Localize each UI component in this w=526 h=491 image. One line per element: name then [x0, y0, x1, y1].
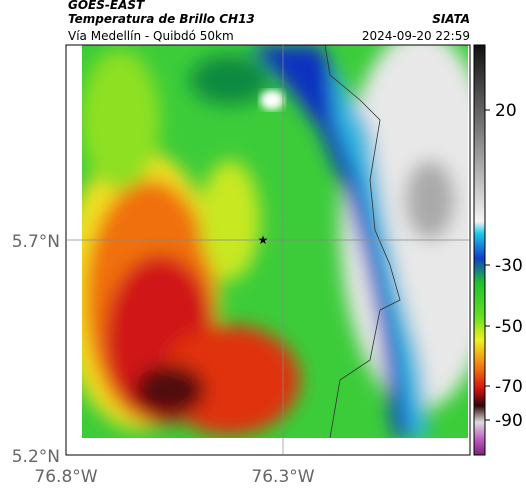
lat-label: 5.2°N [12, 447, 60, 467]
colorbar-label: -50 [495, 317, 523, 337]
colorbar [473, 44, 486, 456]
coastline [324, 44, 401, 439]
colorbar-label: 20 [495, 101, 517, 121]
colorbar-label: -90 [495, 411, 523, 431]
timestamp: 2024-09-20 22:59 [362, 29, 470, 43]
colorbar-label: -70 [495, 377, 523, 397]
lon-label: 76.3°W [251, 467, 314, 487]
lon-label: 76.8°W [34, 467, 97, 487]
colorbar-label: -30 [495, 256, 523, 276]
lat-label: 5.7°N [12, 232, 60, 252]
station-marker: ★ [258, 233, 269, 247]
source: GOES-EAST [68, 0, 145, 12]
subtitle: Vía Medellín - Quibdó 50km [68, 29, 234, 43]
agency: SIATA [432, 12, 470, 26]
colorbar-ticks: 20 -30 -50 -70 -90 [485, 101, 523, 431]
brightness-image [82, 45, 468, 438]
title: Temperatura de Brillo CH13 [68, 12, 255, 26]
map-frame [65, 44, 471, 456]
